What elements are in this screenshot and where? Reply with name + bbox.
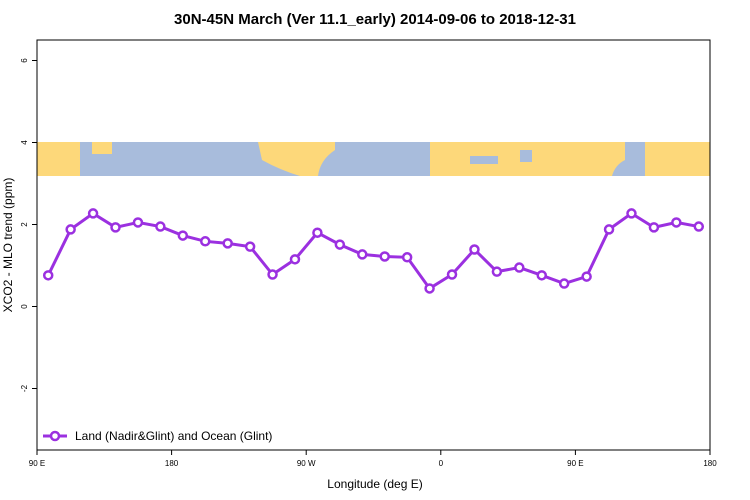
land: [258, 142, 335, 176]
x-tick-label: 90 E: [29, 459, 45, 468]
y-tick-label: 4: [20, 140, 29, 145]
x-tick-label: 180: [165, 459, 179, 468]
y-tick-label: -2: [20, 384, 29, 392]
point: [289, 254, 301, 265]
sea: [470, 156, 498, 164]
point: [87, 208, 99, 219]
point: [222, 238, 233, 249]
x-tick-label: 0: [439, 459, 444, 468]
map-band: [37, 142, 710, 176]
point: [65, 224, 76, 235]
point: [446, 269, 458, 280]
point: [648, 222, 660, 233]
point: [379, 251, 390, 262]
point: [200, 236, 211, 247]
x-axis-label: Longitude (deg E): [327, 477, 422, 491]
point: [491, 266, 503, 277]
land: [645, 142, 710, 176]
y-tick-label: 2: [20, 222, 29, 227]
land: [92, 142, 112, 154]
point: [514, 262, 525, 273]
point: [334, 239, 346, 250]
point: [558, 278, 570, 289]
point: [424, 283, 435, 294]
point: [132, 217, 144, 228]
y-axis-label: XCO2 - MLO trend (ppm): [1, 178, 15, 313]
y-tick-label: 6: [20, 58, 29, 63]
x-tick-label: 90 W: [297, 459, 316, 468]
x-tick-label: 90 E: [567, 459, 583, 468]
point: [693, 221, 705, 232]
point: [244, 241, 256, 252]
point: [536, 270, 547, 281]
x-tick-label: 180: [703, 459, 717, 468]
sea: [520, 150, 532, 162]
y-tick-label: 0: [20, 304, 29, 309]
point: [357, 249, 368, 260]
point: [401, 252, 413, 263]
point: [155, 221, 166, 232]
point: [42, 270, 54, 281]
point: [603, 224, 615, 235]
legend-marker: [49, 430, 61, 442]
point: [671, 217, 682, 228]
point: [110, 222, 121, 233]
point: [267, 269, 278, 280]
series-line: [46, 211, 700, 291]
point: [581, 271, 592, 282]
legend-label: Land (Nadir&Glint) and Ocean (Glint): [75, 429, 272, 443]
point: [626, 208, 637, 219]
point: [469, 244, 480, 255]
land: [37, 142, 80, 176]
plot-frame: [36, 39, 711, 451]
point: [312, 227, 323, 238]
point: [177, 230, 189, 241]
chart-title: 30N-45N March (Ver 11.1_early) 2014-09-0…: [174, 11, 576, 28]
